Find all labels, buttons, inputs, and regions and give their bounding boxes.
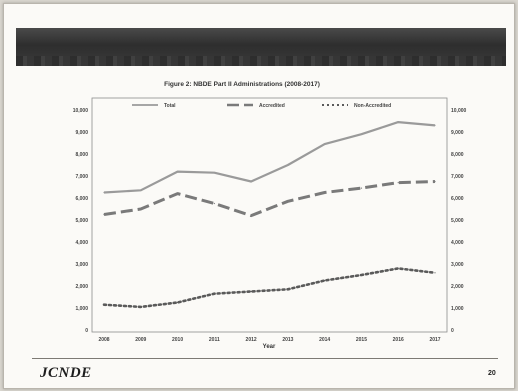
data-point [176, 193, 179, 195]
data-point [324, 143, 326, 145]
y-tick-label-right: 5,000 [451, 218, 464, 224]
footer-divider [32, 358, 498, 359]
data-point [287, 288, 289, 290]
y-tick-label-left: 1,000 [75, 306, 88, 312]
data-point [434, 272, 436, 274]
data-point [287, 200, 289, 202]
x-tick-label: 2013 [282, 337, 293, 343]
series-line-non-accredited [102, 267, 437, 309]
legend-label: Accredited [259, 103, 285, 109]
y-axis-left: 0 1,000 2,000 3,000 4,000 5,000 6,000 7,000 8,00… [73, 108, 89, 334]
series-line-total [103, 120, 436, 194]
x-tick-label: 2008 [98, 337, 109, 343]
x-tick-label: 2014 [319, 337, 330, 343]
data-point [103, 304, 105, 306]
data-point [140, 189, 142, 191]
x-tick-label: 2009 [135, 337, 146, 343]
data-point [250, 215, 252, 217]
x-tick-label: 2011 [209, 337, 220, 343]
data-point [360, 187, 363, 189]
y-tick-label-left: 7,000 [75, 174, 88, 180]
y-tick-label-right: 2,000 [451, 284, 464, 290]
y-tick-label-right: 7,000 [451, 174, 464, 180]
x-axis: 2008 2009 2010 2011 2012 2013 2014 2015 2016 2017 [98, 337, 440, 343]
y-tick-label-right: 6,000 [451, 196, 464, 202]
line-chart: Figure 2: NBDE Part II Administrations (… [73, 81, 467, 350]
y-tick-label-right: 1,000 [451, 306, 464, 312]
data-point [434, 124, 436, 126]
logo-wordmark: JCNDE [40, 365, 92, 381]
y-tick-label-right: 0 [451, 328, 454, 334]
y-tick-label-left: 10,000 [73, 108, 89, 114]
y-tick-label-right: 8,000 [451, 152, 464, 158]
data-point [250, 180, 252, 183]
legend-label: Non-Accredited [354, 103, 391, 109]
data-point [176, 171, 179, 173]
plot-area [91, 97, 448, 333]
y-tick-label-right: 4,000 [451, 240, 464, 246]
legend-label: Total [164, 103, 176, 109]
data-point [176, 301, 179, 304]
data-point [103, 191, 105, 194]
x-tick-label: 2016 [393, 337, 404, 343]
data-point [250, 290, 252, 293]
data-point [360, 133, 363, 135]
y-tick-label-left: 0 [85, 328, 88, 334]
series-layer [102, 120, 437, 309]
data-point [360, 274, 363, 276]
data-point [434, 180, 436, 183]
banner-stripe [16, 56, 506, 66]
data-point [140, 208, 142, 210]
data-point [397, 182, 399, 184]
data-point [140, 306, 142, 308]
y-tick-label-left: 6,000 [75, 196, 88, 202]
legend: Total Accredited Non-Accredited [132, 103, 391, 109]
jcnde-logo: JCNDE [40, 365, 127, 382]
data-point [213, 172, 215, 174]
x-tick-label: 2017 [429, 337, 440, 343]
series-line-accredited [103, 180, 436, 218]
y-tick-label-left: 9,000 [75, 130, 88, 136]
y-axis-right: 0 1,000 2,000 3,000 4,000 5,000 6,000 7,000 8,00… [451, 108, 467, 334]
data-point [324, 279, 326, 282]
page-number: 20 [488, 370, 496, 377]
y-tick-label-left: 4,000 [75, 240, 88, 246]
x-tick-label: 2010 [172, 337, 183, 343]
y-tick-label-right: 3,000 [451, 262, 464, 268]
data-point [287, 164, 289, 166]
y-tick-label-left: 2,000 [75, 284, 88, 290]
data-point [397, 267, 399, 269]
data-point [103, 213, 105, 216]
x-tick-label: 2015 [356, 337, 367, 343]
slide: Figure 2: NBDE Part II Administrations (… [3, 3, 515, 389]
x-tick-label: 2012 [246, 337, 257, 343]
chart-title: Figure 2: NBDE Part II Administrations (… [164, 81, 320, 88]
y-tick-label-left: 5,000 [75, 218, 88, 224]
data-point [397, 121, 399, 123]
data-point [213, 202, 215, 205]
y-tick-label-left: 8,000 [75, 152, 88, 158]
y-tick-label-left: 3,000 [75, 262, 88, 268]
x-axis-label: Year [263, 344, 276, 350]
title-banner [16, 28, 506, 66]
data-point [324, 191, 326, 194]
data-point [213, 293, 215, 295]
y-tick-label-right: 10,000 [451, 108, 467, 114]
y-tick-label-right: 9,000 [451, 130, 464, 136]
